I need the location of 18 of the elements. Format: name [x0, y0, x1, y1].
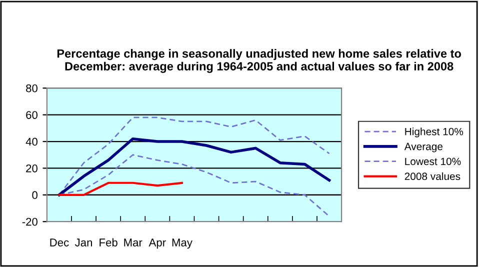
line-series: [58, 137, 331, 196]
y-tick-label: 40: [26, 138, 38, 146]
y-tick-label: 80: [26, 84, 38, 92]
legend-label: Average: [404, 142, 443, 152]
x-tick-label: Feb: [100, 238, 118, 246]
y-tick-label: -20: [22, 218, 38, 226]
legend-label: 2008 values: [404, 172, 460, 180]
y-tick-label: 20: [26, 164, 38, 172]
chart-title: Percentage change in seasonally unadjusted new home sales relative to December: average during 1964-2005 and actual values so far in 2008: [57, 49, 462, 73]
legend-label: Highest 10%: [405, 128, 464, 138]
x-tick-label: Dec: [50, 238, 69, 246]
y-tick-label: 0: [32, 191, 38, 200]
x-tick-label: Mar: [124, 238, 142, 246]
y-tick-label: 60: [26, 111, 38, 119]
legend-label: Lowest 10%: [405, 158, 461, 166]
x-tick-label: May: [172, 238, 192, 249]
x-tick-label: Jan: [74, 238, 92, 246]
x-tick-label: Apr: [148, 238, 166, 249]
